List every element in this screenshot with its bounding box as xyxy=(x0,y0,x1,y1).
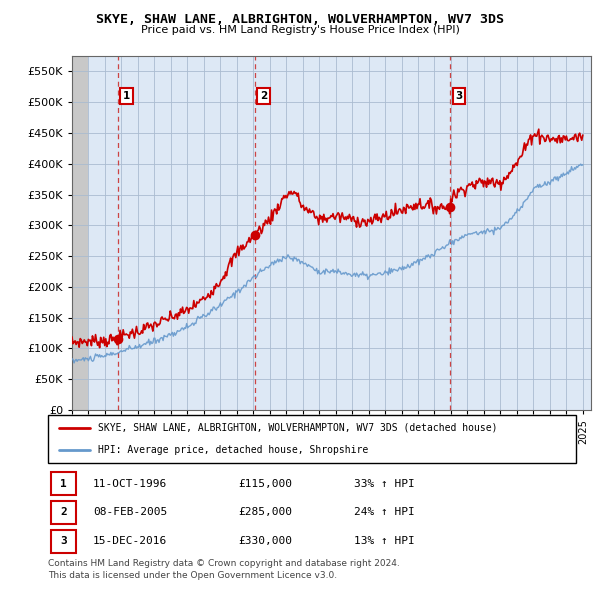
Text: 2: 2 xyxy=(260,91,267,101)
Text: 3: 3 xyxy=(455,91,463,101)
Text: 3: 3 xyxy=(60,536,67,546)
Text: 1: 1 xyxy=(60,478,67,489)
Text: £115,000: £115,000 xyxy=(238,478,292,489)
FancyBboxPatch shape xyxy=(50,530,76,552)
Text: 24% ↑ HPI: 24% ↑ HPI xyxy=(354,507,415,517)
Text: 13% ↑ HPI: 13% ↑ HPI xyxy=(354,536,415,546)
Text: HPI: Average price, detached house, Shropshire: HPI: Average price, detached house, Shro… xyxy=(98,445,368,455)
Text: 08-FEB-2005: 08-FEB-2005 xyxy=(93,507,167,517)
FancyBboxPatch shape xyxy=(50,472,76,495)
Text: £330,000: £330,000 xyxy=(238,536,292,546)
FancyBboxPatch shape xyxy=(48,415,576,463)
Text: 1: 1 xyxy=(123,91,130,101)
Text: SKYE, SHAW LANE, ALBRIGHTON, WOLVERHAMPTON, WV7 3DS: SKYE, SHAW LANE, ALBRIGHTON, WOLVERHAMPT… xyxy=(96,13,504,26)
FancyBboxPatch shape xyxy=(50,501,76,524)
Text: 33% ↑ HPI: 33% ↑ HPI xyxy=(354,478,415,489)
Text: This data is licensed under the Open Government Licence v3.0.: This data is licensed under the Open Gov… xyxy=(48,571,337,579)
Bar xyxy=(72,56,88,410)
Text: 11-OCT-1996: 11-OCT-1996 xyxy=(93,478,167,489)
Text: SKYE, SHAW LANE, ALBRIGHTON, WOLVERHAMPTON, WV7 3DS (detached house): SKYE, SHAW LANE, ALBRIGHTON, WOLVERHAMPT… xyxy=(98,423,497,433)
Text: 15-DEC-2016: 15-DEC-2016 xyxy=(93,536,167,546)
Text: £285,000: £285,000 xyxy=(238,507,292,517)
Text: 2: 2 xyxy=(60,507,67,517)
Text: Contains HM Land Registry data © Crown copyright and database right 2024.: Contains HM Land Registry data © Crown c… xyxy=(48,559,400,568)
Text: Price paid vs. HM Land Registry's House Price Index (HPI): Price paid vs. HM Land Registry's House … xyxy=(140,25,460,35)
